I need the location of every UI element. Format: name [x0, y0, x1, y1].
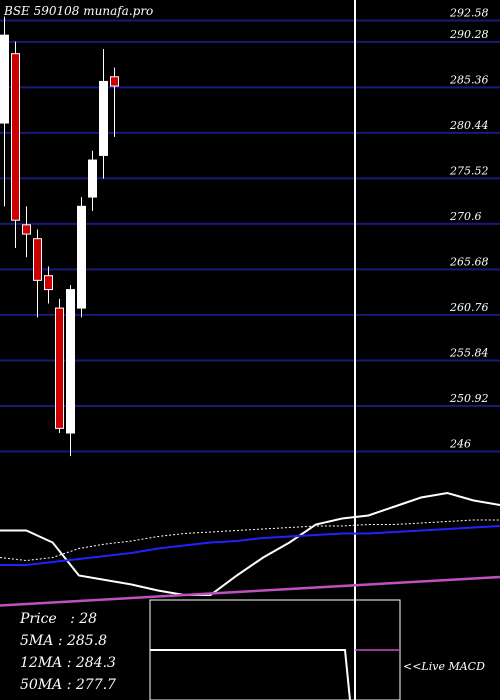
candle — [77, 197, 86, 318]
stat-value: : 284.3 — [66, 655, 116, 671]
candle — [66, 284, 75, 457]
y-tick-label: 265.68 — [449, 255, 489, 268]
y-tick-label: 280.44 — [449, 119, 489, 132]
stat-value: : 28 — [70, 611, 98, 627]
y-tick-label: 285.36 — [449, 73, 489, 86]
candle-body — [99, 80, 108, 156]
candle-body — [33, 238, 42, 281]
candle-body — [110, 76, 119, 87]
stat-label: 50MA — [20, 677, 63, 693]
candle — [99, 49, 108, 179]
ma-series-line — [0, 575, 500, 607]
candlesticks — [0, 16, 119, 457]
ma-series-line — [0, 491, 500, 596]
candle — [33, 229, 42, 318]
stat-label: 5MA — [20, 633, 54, 649]
macd-panel — [150, 649, 400, 700]
stats-panel: Price : 28 5MA : 285.8 12MA : 284.3 50MA… — [20, 608, 116, 696]
candle — [88, 150, 97, 211]
candle-body — [22, 224, 31, 235]
candle — [22, 206, 31, 258]
y-tick-label: 246 — [449, 437, 471, 450]
moving-average-panel — [0, 491, 500, 607]
candle — [44, 266, 53, 304]
chart-title: BSE 590108 munafa.pro — [4, 4, 154, 18]
y-tick-label: 292.58 — [449, 7, 489, 20]
candle-body — [77, 205, 86, 309]
stat-50ma: 50MA : 277.7 — [20, 674, 116, 696]
y-tick-label: 275.52 — [449, 164, 489, 177]
stat-5ma: 5MA : 285.8 — [20, 630, 116, 652]
candle — [11, 41, 20, 248]
stat-12ma: 12MA : 284.3 — [20, 652, 116, 674]
y-tick-label: 250.92 — [449, 392, 489, 405]
y-tick-label: 260.76 — [449, 301, 489, 314]
candle-body — [0, 34, 9, 124]
macd-line — [150, 649, 351, 700]
ma-series-line — [0, 519, 500, 562]
candle — [55, 298, 64, 433]
y-tick-label: 255.84 — [449, 346, 489, 359]
candle-body — [44, 275, 53, 291]
candle-body — [11, 53, 20, 221]
price-tick-labels: 292.58 290.28 285.36 280.44 275.52 270.6 265.6… — [449, 7, 489, 451]
candle-body — [55, 307, 64, 429]
y-tick-label: 270.6 — [449, 210, 482, 223]
candle — [0, 16, 9, 207]
stat-value: : 285.8 — [57, 633, 108, 649]
candle-body — [88, 159, 97, 198]
y-tick-label: 290.28 — [449, 28, 489, 41]
candle-body — [66, 289, 75, 434]
stat-label: 12MA — [20, 655, 63, 671]
ma-series-line — [0, 525, 500, 566]
candle — [110, 67, 119, 137]
stat-label: Price — [20, 611, 57, 627]
stat-value: : 277.7 — [66, 677, 116, 693]
stat-price: Price : 28 — [20, 608, 116, 630]
live-macd-label: <<Live MACD — [403, 660, 485, 673]
